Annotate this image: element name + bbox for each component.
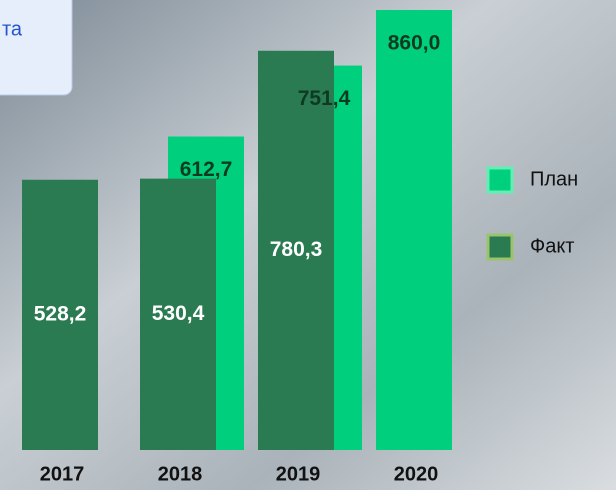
chart-title: та: [2, 18, 23, 40]
x-tick-label: 2020: [394, 463, 439, 485]
data-label: 751,4: [298, 87, 351, 110]
data-label: 780,3: [270, 238, 323, 261]
chart: та 612,7 751,4 860,0 528,2 530,4 780,3 2017 201…: [0, 0, 616, 490]
x-tick-label: 2019: [276, 463, 321, 485]
data-label: 612,7: [180, 158, 233, 181]
data-label: 860,0: [388, 32, 441, 55]
bar: [376, 10, 452, 450]
x-tick-label: 2017: [40, 463, 85, 485]
data-label: 528,2: [34, 302, 87, 325]
legend-label: Факт: [530, 235, 574, 257]
x-tick-label: 2018: [158, 463, 203, 485]
title-box: [0, 0, 72, 95]
legend-label: План: [530, 168, 578, 190]
legend-swatch: [488, 235, 512, 259]
page: та 612,7 751,4 860,0 528,2 530,4 780,3 2017 201…: [0, 0, 616, 490]
data-label: 530,4: [152, 302, 205, 325]
legend-swatch: [488, 168, 512, 192]
